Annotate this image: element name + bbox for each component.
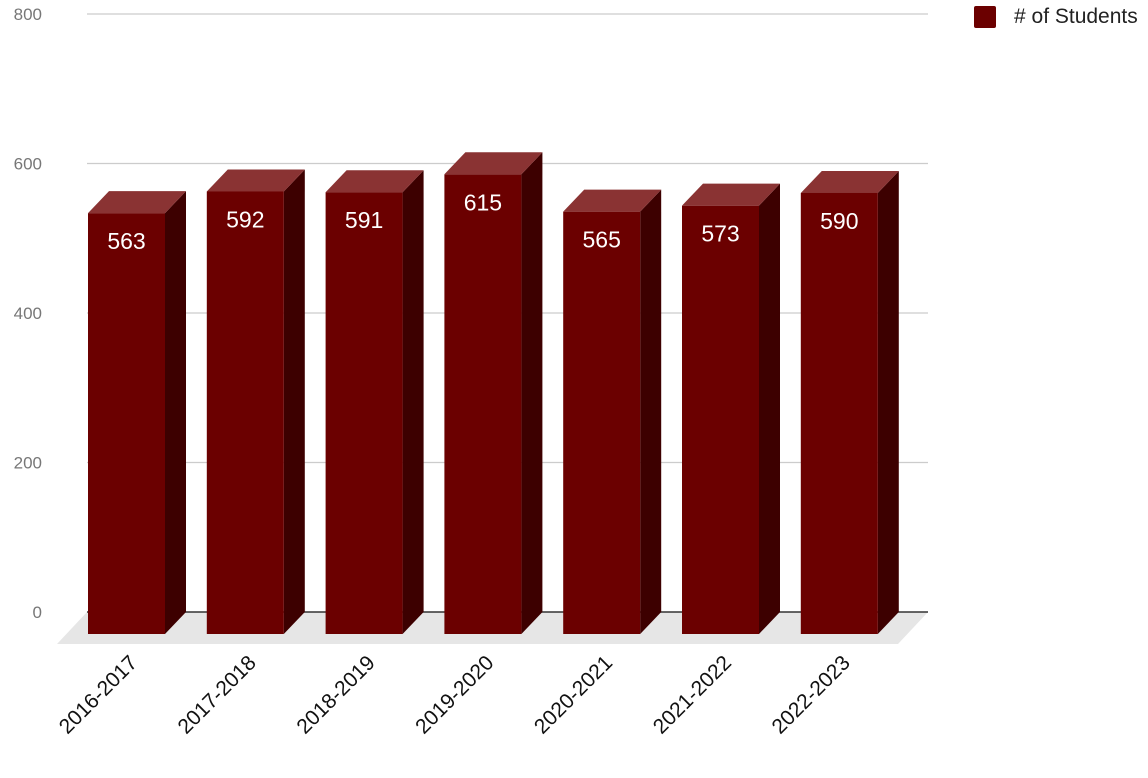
bar — [88, 191, 186, 634]
bar-top — [800, 170, 899, 193]
x-tick-label: 2019-2020 — [411, 651, 498, 738]
legend-label: # of Students — [1014, 5, 1138, 28]
bar-top — [444, 152, 543, 175]
x-tick-label: 2018-2019 — [292, 651, 379, 738]
x-tick-label: 2020-2021 — [530, 651, 617, 738]
x-tick-label: 2017-2018 — [174, 651, 261, 738]
bar-side — [877, 170, 899, 634]
bar — [682, 183, 780, 634]
bar-side — [759, 183, 780, 634]
bar-layer — [88, 152, 899, 635]
data-label: 590 — [820, 208, 858, 234]
bar — [444, 152, 543, 634]
bar-front — [682, 205, 759, 634]
bar-top — [325, 170, 424, 193]
bar-top — [682, 183, 780, 206]
bar-front — [206, 191, 284, 635]
bar-side — [165, 191, 186, 634]
legend-swatch — [974, 6, 996, 28]
bar-side — [640, 189, 662, 634]
y-tick-label: 200 — [14, 454, 42, 473]
legend: # of Students — [974, 5, 1138, 29]
bar-front — [800, 192, 878, 634]
x-tick-label: 2021-2022 — [649, 651, 736, 738]
bar-side — [283, 169, 305, 635]
bar — [325, 170, 424, 635]
bar-side — [402, 170, 424, 635]
x-tick-label: 2016-2017 — [55, 651, 142, 738]
bar — [800, 170, 899, 634]
data-label: 563 — [107, 228, 145, 254]
bar — [206, 169, 305, 635]
bar-front — [325, 192, 403, 635]
data-label: 615 — [464, 189, 502, 215]
bar-front — [563, 211, 641, 634]
y-tick-label: 800 — [14, 5, 42, 24]
y-tick-label: 0 — [33, 603, 42, 622]
data-label: 591 — [345, 207, 383, 233]
x-tick-label: 2022-2023 — [768, 651, 855, 738]
y-tick-label: 400 — [14, 304, 42, 323]
data-label: 592 — [226, 206, 264, 232]
bar — [563, 189, 662, 634]
bar-top — [88, 191, 186, 214]
bar-top — [563, 189, 662, 212]
data-label: 573 — [701, 221, 739, 247]
bar-front — [88, 213, 165, 634]
bar-side — [521, 152, 543, 634]
bar-top — [206, 169, 305, 192]
bar-front — [444, 174, 522, 634]
y-tick-label: 600 — [14, 155, 42, 174]
data-label: 565 — [583, 227, 621, 253]
